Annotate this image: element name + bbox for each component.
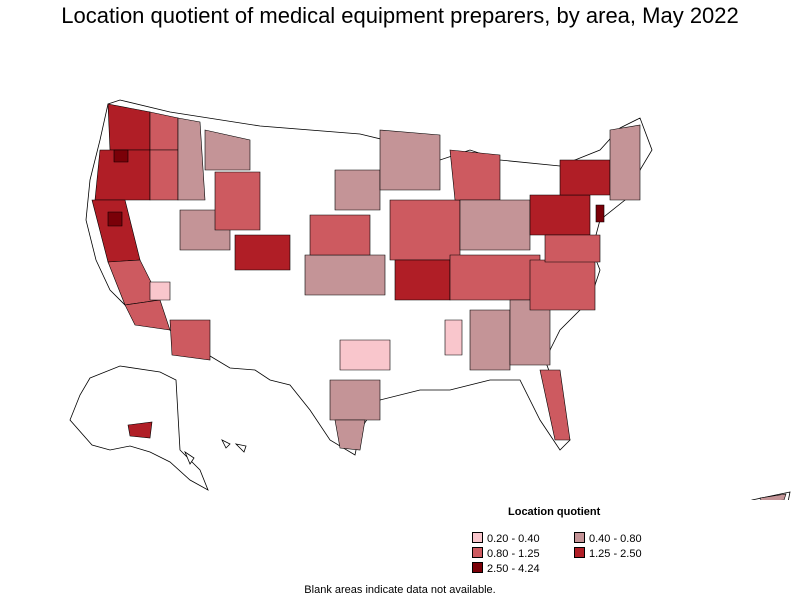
region-colorado-west [214,171,261,231]
legend-item-1-25-2-50: 1.25 - 2.50 [574,547,642,561]
region-kansas [304,254,386,296]
region-iowa-illinois [389,199,461,261]
legend-swatch [472,532,483,543]
region-mississippi [444,319,463,356]
region-southern-california [124,299,171,331]
region-puerto-rico [759,493,787,500]
footnote: Blank areas indicate data not available. [304,584,496,596]
region-pennsylvania [529,194,591,236]
region-michigan [449,149,501,201]
region-montana-west [204,129,251,171]
region-virginia-maryland [544,234,601,263]
region-indiana-ohio [459,199,531,251]
legend-item-0-20-0-40: 0.20 - 0.40 [472,532,540,546]
region-nevada-south [149,281,171,301]
region-missouri [394,259,451,301]
region-sacramento [107,211,123,227]
region-colorado-front-range [234,234,291,271]
region-new-jersey [595,204,605,223]
region-texas-east [329,379,381,421]
hawaii-outline [184,439,247,465]
region-alabama [469,309,511,371]
legend-item-0-40-0-80: 0.40 - 0.80 [574,532,642,546]
region-minnesota-wisconsin [379,129,441,191]
legend-swatch [472,562,483,573]
legend-label: 0.40 - 0.80 [589,533,642,545]
region-eastern-washington [149,111,179,151]
region-nebraska [309,214,371,256]
region-texas-south [334,419,366,451]
legend-swatch [574,547,585,558]
region-arizona [169,319,211,361]
region-new-york [559,159,611,196]
us-choropleth-map [69,99,791,500]
region-oklahoma [339,339,391,371]
legend-label: 0.20 - 0.40 [487,533,540,545]
region-south-dakota [334,169,381,211]
region-idaho [177,117,206,201]
region-carolinas [529,259,596,311]
legend-label: 0.80 - 1.25 [487,548,540,560]
legend-title: Location quotient [508,506,601,518]
map-title: Location quotient of medical equipment p… [61,3,739,28]
legend-swatch [472,547,483,558]
legend-label: 2.50 - 4.24 [487,563,540,575]
region-florida [539,369,571,441]
legend-label: 1.25 - 2.50 [589,548,642,560]
region-alaska-anchorage [127,421,153,439]
region-new-england [609,124,641,201]
legend-item-2-50-4-24: 2.50 - 4.24 [472,562,540,576]
area-regions [91,103,787,500]
legend-swatch [574,532,585,543]
region-kentucky-tennessee [449,254,541,301]
region-portland [113,149,129,163]
region-western-washington [107,103,151,151]
legend-item-0-80-1-25: 0.80 - 1.25 [472,547,540,561]
region-eastern-oregon [149,149,179,201]
